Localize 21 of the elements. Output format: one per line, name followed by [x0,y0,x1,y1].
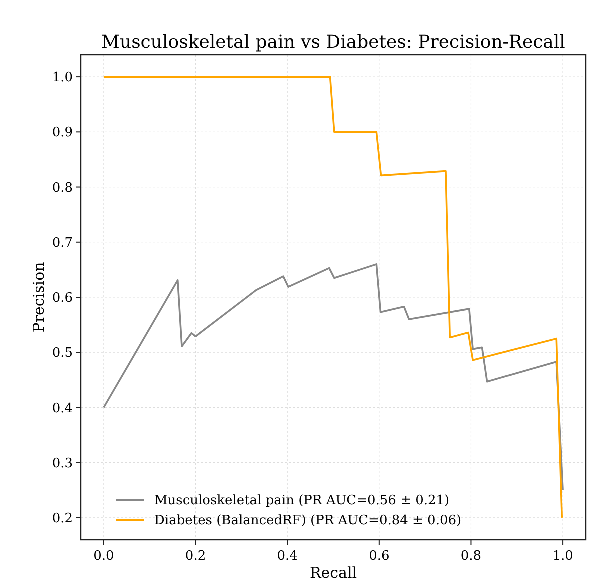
y-tick-label: 1.0 [52,70,73,86]
x-tick-label: 0.2 [185,549,206,564]
y-tick-label: 0.2 [52,512,73,527]
y-tick-label: 0.6 [52,291,73,306]
x-tick-label: 0.4 [277,549,298,564]
x-tick-label: 0.6 [369,549,390,564]
chart-title: Musculoskeletal pain vs Diabetes: Precision-Recall [102,32,566,53]
y-tick-label: 0.7 [52,236,73,251]
y-tick-label: 0.4 [52,401,73,416]
legend-label: Diabetes (BalancedRF) (PR AUC=0.84 ± 0.06) [154,514,462,529]
x-tick-label: 0.0 [94,549,114,564]
y-axis-title: Precision [30,262,48,333]
x-tick-label: 1.0 [552,549,574,564]
x-axis-title: Recall [310,564,358,582]
y-tick-label: 0.9 [52,126,73,141]
y-tick-label: 0.8 [52,180,73,196]
y-tick-label: 0.3 [52,456,73,472]
x-tick-label: 0.8 [460,549,482,564]
legend-label: Musculoskeletal pain (PR AUC=0.56 ± 0.21) [154,494,450,509]
y-tick-label: 0.5 [52,346,73,362]
line-series [103,264,564,492]
